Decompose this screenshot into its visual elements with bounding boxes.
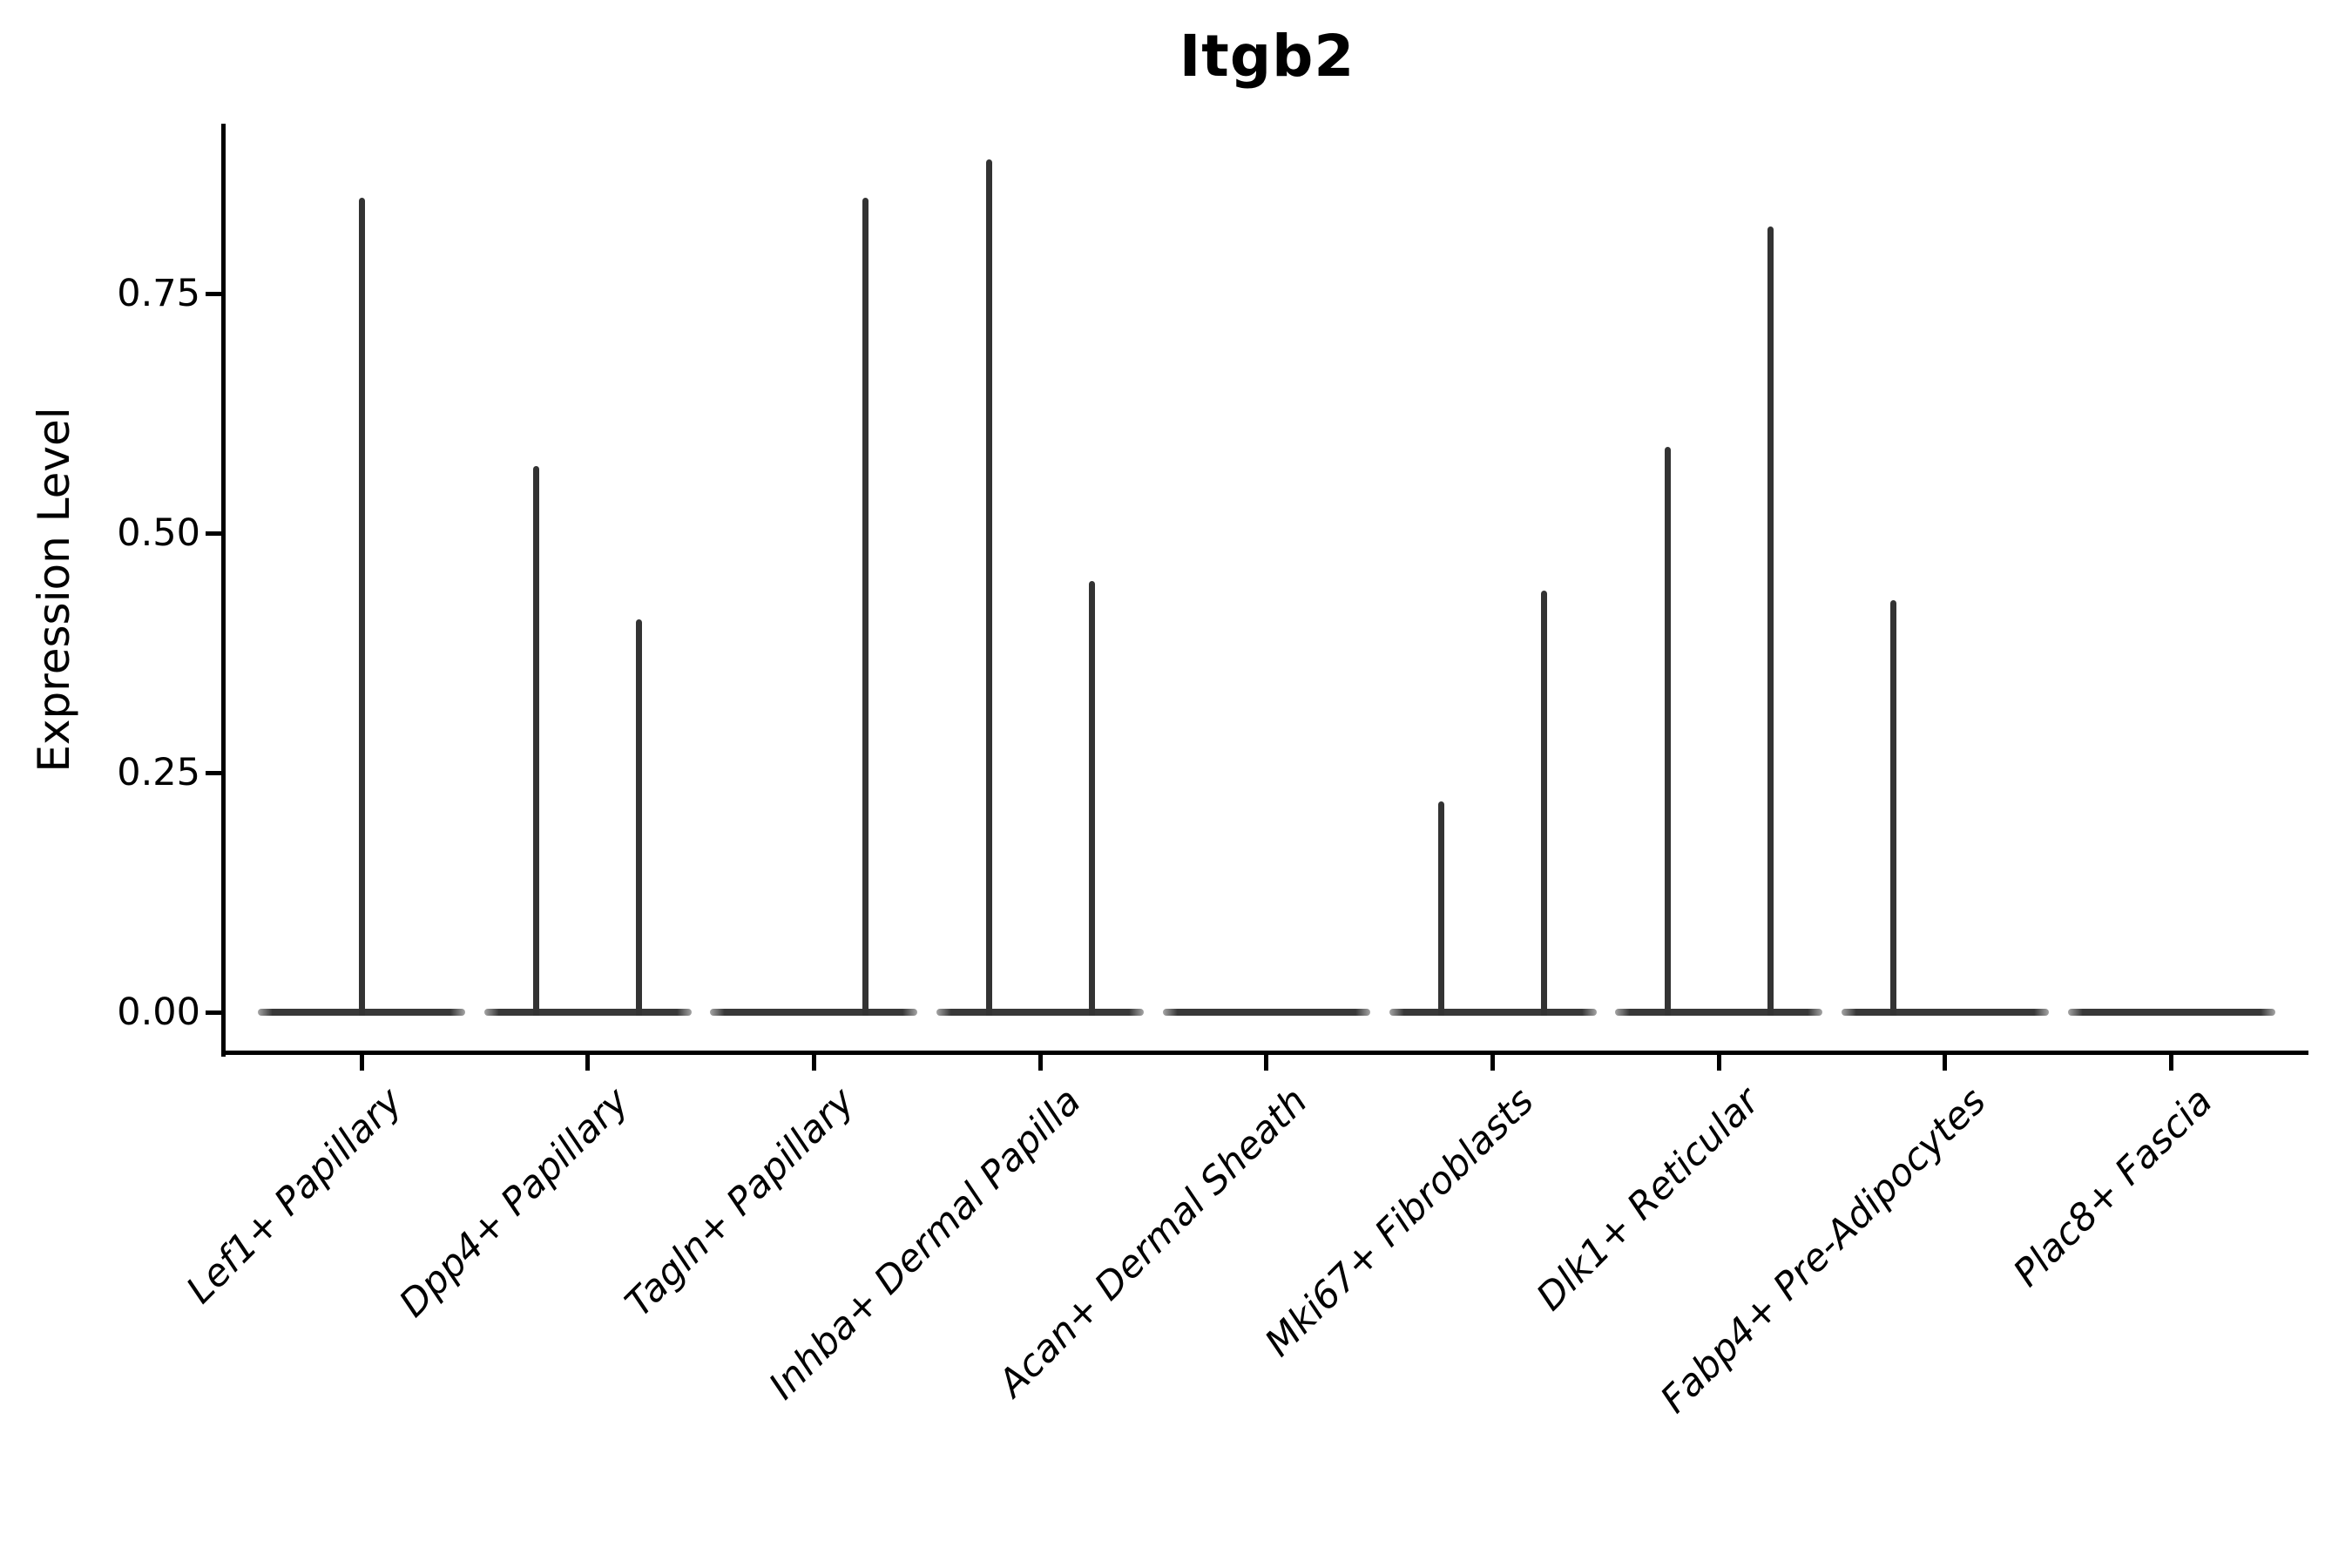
x-tick-mark (1264, 1055, 1269, 1071)
x-tick-mark (811, 1055, 816, 1071)
y-tick-mark (206, 292, 221, 296)
x-category-label: Fabp4+ Pre-Adipocytes (1652, 1079, 1995, 1423)
x-category-label: Tagln+ Papillary (617, 1079, 864, 1326)
violin-spike (1088, 581, 1095, 1016)
violin-body (1615, 1009, 1823, 1016)
violin-body (710, 1009, 918, 1016)
y-tick-mark (206, 771, 221, 775)
violin-spike (636, 619, 643, 1016)
violin-body (483, 1009, 692, 1016)
y-tick-label: 0.75 (117, 272, 200, 315)
violin-body (1162, 1009, 1370, 1016)
x-axis-spine (221, 1051, 2308, 1055)
x-category-label: Inhba+ Dermal Papilla (760, 1079, 1090, 1409)
x-tick-mark (359, 1055, 364, 1071)
x-category-label: Lef1+ Papillary (178, 1079, 411, 1313)
x-tick-mark (2169, 1055, 2174, 1071)
chart-title: Itgb2 (1179, 23, 1355, 90)
y-tick-label: 0.25 (117, 751, 200, 794)
violin-body (936, 1009, 1145, 1016)
x-category-label: Dpp4+ Papillary (390, 1079, 638, 1326)
y-tick-mark (206, 531, 221, 536)
violin-spike (1767, 226, 1774, 1016)
x-tick-mark (1037, 1055, 1043, 1071)
x-tick-mark (1490, 1055, 1495, 1071)
violin-spike (533, 466, 540, 1016)
violin-spike (1890, 600, 1897, 1016)
y-tick-label: 0.50 (117, 511, 200, 555)
violin-spike (1541, 591, 1547, 1016)
violin-spike (862, 198, 868, 1016)
violin-spike (1438, 801, 1444, 1016)
violin-spike (1664, 447, 1671, 1016)
x-tick-mark (1716, 1055, 1721, 1071)
violin-body (1841, 1009, 2049, 1016)
x-category-label: Plac8+ Fascia (2004, 1079, 2221, 1296)
x-tick-mark (1943, 1055, 1948, 1071)
violin-spike (358, 198, 365, 1016)
x-category-label: Mki67+ Fibroblasts (1256, 1079, 1543, 1366)
y-axis-label: Expression Level (29, 407, 79, 773)
violin-body (2067, 1009, 2275, 1016)
y-axis-spine (221, 124, 226, 1057)
x-tick-mark (585, 1055, 591, 1071)
x-category-label: Dlk1+ Reticular (1528, 1079, 1768, 1320)
x-category-label: Acan+ Dermal Sheath (990, 1079, 1316, 1406)
violin-body (1389, 1009, 1597, 1016)
y-tick-label: 0.00 (117, 990, 200, 1034)
violin-spike (985, 159, 992, 1016)
y-tick-mark (206, 1010, 221, 1015)
